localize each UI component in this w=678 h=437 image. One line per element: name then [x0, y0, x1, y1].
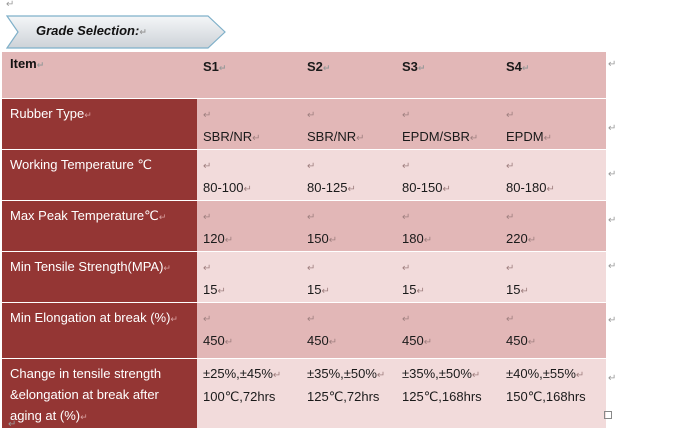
table-row: Working Temperature ℃ ↵ 80-100↵ ↵ 80-125↵ …	[2, 149, 606, 201]
banner-arrow-shape	[6, 15, 226, 49]
table-cell: ±35%,±50%↵ 125℃,72hrs	[301, 358, 396, 429]
end-of-row-mark: ↵	[608, 261, 617, 272]
table-row: Min Elongation at break (%)↵ ↵ 450↵ ↵ 450↵…	[2, 302, 606, 359]
header-item-cell: Item↵	[2, 52, 197, 99]
table-cell: ↵ 15↵	[396, 251, 500, 303]
table-row: Max Peak Temperature℃↵ ↵ 120↵ ↵ 150↵ ↵ 180↵…	[2, 200, 606, 252]
row-label: Change in tensile strength &elongation a…	[2, 358, 197, 429]
table-cell: ±35%,±50%↵ 125℃,168hrs	[396, 358, 500, 429]
table-cell: ↵ 180↵	[396, 200, 500, 252]
header-grade-s2: S2↵	[301, 52, 396, 99]
table-header-row: Item↵ S1↵ S2↵ S3↵ S4↵	[2, 52, 606, 99]
section-title: Grade Selection:↵	[36, 23, 147, 38]
row-label: Max Peak Temperature℃↵	[2, 200, 197, 252]
end-of-row-mark: ↵	[608, 315, 617, 326]
table-cell: ↵ SBR/NR↵	[301, 98, 396, 150]
row-label: Min Elongation at break (%)↵	[2, 302, 197, 359]
table-cell: ↵ 120↵	[197, 200, 301, 252]
paragraph-mark: ↵	[6, 0, 15, 10]
header-grade-s3: S3↵	[396, 52, 500, 99]
table-cell: ↵ 450↵	[301, 302, 396, 359]
end-of-row-mark: ↵	[608, 215, 617, 226]
table-row: Change in tensile strength &elongation a…	[2, 358, 606, 429]
table-cell: ↵ 80-125↵	[301, 149, 396, 201]
table-cell: ↵ 15↵	[301, 251, 396, 303]
table-cell: ↵ 220↵	[500, 200, 606, 252]
row-label: Working Temperature ℃	[2, 149, 197, 201]
header-grade-s4: S4↵	[500, 52, 606, 99]
header-grade-s1: S1↵	[197, 52, 301, 99]
table-cell: ↵ EPDM/SBR↵	[396, 98, 500, 150]
end-of-row-mark: ↵	[608, 123, 617, 134]
table-row: Min Tensile Strength(MPA)↵ ↵ 15↵ ↵ 15↵ ↵ 15…	[2, 251, 606, 303]
paragraph-mark: ↵	[8, 419, 17, 430]
table-cell: ↵ 450↵	[396, 302, 500, 359]
table-cell: ↵ 15↵	[500, 251, 606, 303]
section-header-banner: Grade Selection:↵	[6, 14, 226, 50]
table-cell: ↵ 15↵	[197, 251, 301, 303]
end-of-row-mark: ↵	[608, 59, 617, 70]
table-cell: ↵ 80-150↵	[396, 149, 500, 201]
table-cell: ↵ EPDM↵	[500, 98, 606, 150]
table-resize-handle[interactable]	[604, 411, 612, 419]
table-row: Rubber Type↵ ↵ SBR/NR↵ ↵ SBR/NR↵ ↵ EPDM/SBR…	[2, 98, 606, 150]
table-cell: ↵ 80-100↵	[197, 149, 301, 201]
table-cell: ↵ 450↵	[197, 302, 301, 359]
table-cell: ±25%,±45%↵ 100℃,72hrs	[197, 358, 301, 429]
row-label: Min Tensile Strength(MPA)↵	[2, 251, 197, 303]
row-label: Rubber Type↵	[2, 98, 197, 150]
table-cell: ↵ 150↵	[301, 200, 396, 252]
table-cell: ↵ 450↵	[500, 302, 606, 359]
table-cell: ↵ 80-180↵	[500, 149, 606, 201]
table-cell: ↵ SBR/NR↵	[197, 98, 301, 150]
end-of-row-mark: ↵	[608, 373, 617, 384]
grade-selection-table: Item↵ S1↵ S2↵ S3↵ S4↵ Rubber Type↵ ↵ SBR/…	[2, 52, 606, 429]
table-cell: ±40%,±55%↵ 150℃,168hrs	[500, 358, 606, 429]
end-of-row-mark: ↵	[608, 169, 617, 180]
